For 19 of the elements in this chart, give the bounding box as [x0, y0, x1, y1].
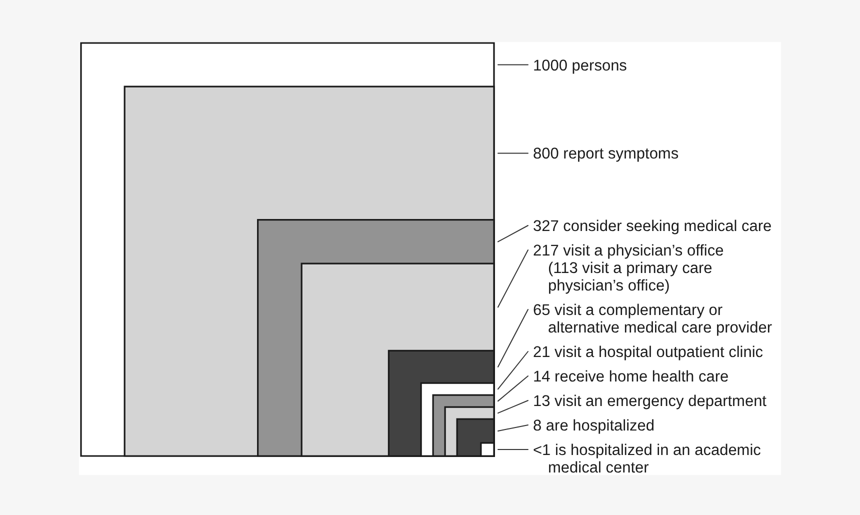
category-label: visit a complementary or alternative medical care provider — [548, 302, 772, 336]
data-label: 1000 — [533, 57, 568, 74]
data-label: 13 — [533, 393, 550, 410]
data-label: 8 — [533, 418, 542, 434]
category-label: report symptoms — [558, 146, 679, 163]
category-label: visit an emergency department — [550, 393, 768, 410]
data-label: 14 — [533, 368, 551, 386]
data-label: 21 — [533, 344, 550, 361]
category-label: are hospitalized — [542, 418, 654, 434]
category-label: visit a hospital outpatient clinic — [550, 344, 764, 361]
data-label: 327 — [533, 218, 559, 235]
data-label: 65 — [533, 302, 550, 319]
category-label: consider seeking medical care — [558, 218, 772, 235]
data-label: <1 — [533, 442, 551, 459]
category-label: is hospitalized in an academic medical center — [548, 442, 762, 476]
category-label: persons — [567, 57, 628, 74]
data-label: 800 — [533, 146, 560, 163]
category-label: receive home health care — [550, 368, 729, 386]
data-label: 217 — [533, 242, 559, 260]
